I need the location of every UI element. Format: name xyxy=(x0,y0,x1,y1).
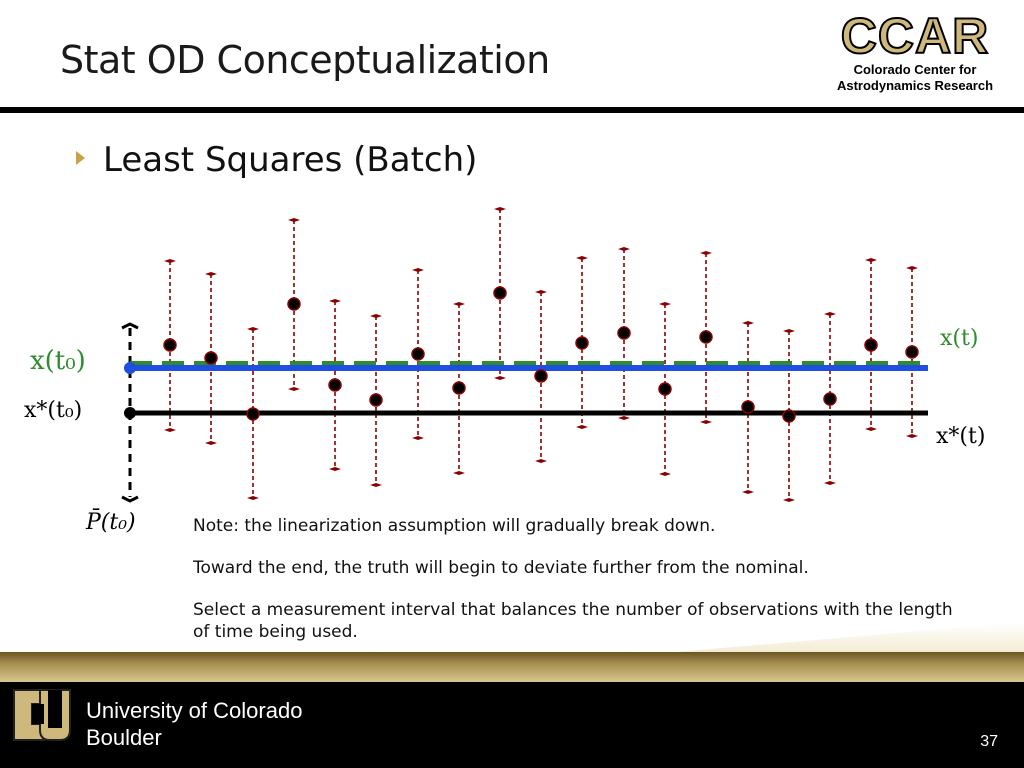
university-name: University of Colorado Boulder xyxy=(86,697,302,751)
measurement-point-11 xyxy=(575,336,589,350)
error-bar-bottom-cap-4 xyxy=(288,387,300,391)
measurement-points xyxy=(163,286,919,423)
measurement-point-19 xyxy=(905,345,919,359)
bullet-item: Least Squares (Batch) xyxy=(76,140,477,180)
page-number: 37 xyxy=(980,733,998,750)
batch-diagram xyxy=(121,207,928,503)
ccar-logo-text: CCAR xyxy=(840,8,990,64)
note-deviation: Toward the end, the truth will begin to … xyxy=(193,558,809,578)
measurement-point-7 xyxy=(411,347,425,361)
notes-block: Note: the linearization assumption will … xyxy=(193,515,973,663)
error-bar-bottom-cap-8 xyxy=(453,471,465,475)
error-bar-top-cap-14 xyxy=(700,251,712,255)
ccar-subtitle-line2: Astrodynamics Research xyxy=(836,78,994,93)
error-bar-bottom-cap-5 xyxy=(329,467,341,471)
title-divider xyxy=(0,107,1024,113)
measurement-point-2 xyxy=(204,351,218,365)
measurement-point-16 xyxy=(782,409,796,423)
error-bar-bottom-cap-16 xyxy=(783,498,795,502)
measurement-point-14 xyxy=(699,330,713,344)
error-bar-bottom-cap-10 xyxy=(535,459,547,463)
error-bar-top-cap-10 xyxy=(535,290,547,294)
error-bar-top-cap-9 xyxy=(494,207,506,211)
error-bar-top-cap-12 xyxy=(618,247,630,251)
error-bar-bottom-cap-12 xyxy=(618,416,630,420)
error-bar-top-cap-3 xyxy=(247,327,259,331)
measurement-point-13 xyxy=(658,382,672,396)
measurement-point-3 xyxy=(246,407,260,421)
measurement-point-6 xyxy=(369,393,383,407)
nominal-start-point xyxy=(124,407,136,419)
university-line1: University of Colorado xyxy=(86,698,303,723)
error-bar-bottom-cap-15 xyxy=(742,490,754,494)
bullet-arrow-icon xyxy=(76,150,85,165)
measurement-point-8 xyxy=(452,381,466,395)
error-bar-bottom-cap-9 xyxy=(494,376,506,380)
error-bar-top-cap-4 xyxy=(288,218,300,222)
measurement-point-18 xyxy=(864,338,878,352)
note-interval: Select a measurement interval that balan… xyxy=(193,600,953,642)
measurement-point-15 xyxy=(741,400,755,414)
measurement-point-9 xyxy=(493,286,507,300)
ccar-logo: CCAR Colorado Center for Astrodynamics R… xyxy=(820,8,1010,94)
label-xstar-t: x*(t) xyxy=(936,424,986,449)
label-xstar-t0: x*(t₀) xyxy=(24,398,83,423)
error-bar-top-cap-18 xyxy=(865,258,877,262)
error-bar-bottom-cap-3 xyxy=(247,496,259,500)
error-bars xyxy=(164,207,918,502)
initial-covariance-top-cap xyxy=(121,322,139,330)
error-bar-top-cap-6 xyxy=(370,314,382,318)
error-bar-top-cap-17 xyxy=(824,312,836,316)
error-bar-bottom-cap-6 xyxy=(370,483,382,487)
label-x-t0: x(t₀) xyxy=(30,346,86,376)
measurement-point-10 xyxy=(534,369,548,383)
label-x-t: x(t) xyxy=(940,326,979,351)
error-bar-bottom-cap-13 xyxy=(659,472,671,476)
error-bar-top-cap-1 xyxy=(164,259,176,263)
error-bar-bottom-cap-19 xyxy=(906,434,918,438)
measurement-point-1 xyxy=(163,338,177,352)
error-bar-bottom-cap-7 xyxy=(412,436,424,440)
note-linearization: Note: the linearization assumption will … xyxy=(193,516,716,536)
error-bar-bottom-cap-1 xyxy=(164,428,176,432)
slide-title: Stat OD Conceptualization xyxy=(60,38,550,82)
error-bar-top-cap-8 xyxy=(453,302,465,306)
error-bar-top-cap-7 xyxy=(412,268,424,272)
error-bar-bottom-cap-11 xyxy=(576,425,588,429)
error-bar-bottom-cap-14 xyxy=(700,420,712,424)
error-bar-top-cap-16 xyxy=(783,329,795,333)
measurement-point-5 xyxy=(328,378,342,392)
bullet-text: Least Squares (Batch) xyxy=(103,140,478,180)
measurement-point-4 xyxy=(287,297,301,311)
measurement-point-12 xyxy=(617,326,631,340)
error-bar-top-cap-15 xyxy=(742,321,754,325)
label-pbar-t0: P̄(t₀) xyxy=(86,510,136,535)
error-bar-top-cap-5 xyxy=(329,299,341,303)
error-bar-bottom-cap-18 xyxy=(865,427,877,431)
ccar-subtitle-line1: Colorado Center for xyxy=(853,62,977,77)
initial-covariance-bottom-cap xyxy=(121,495,139,503)
error-bar-top-cap-13 xyxy=(659,302,671,306)
cu-logo-icon xyxy=(13,689,71,741)
measurement-point-17 xyxy=(823,392,837,406)
error-bar-top-cap-2 xyxy=(205,272,217,276)
footer-gold-stripe xyxy=(0,652,1024,682)
university-line2: Boulder xyxy=(86,725,162,750)
truth-start-point xyxy=(124,362,136,374)
error-bar-top-cap-19 xyxy=(906,266,918,270)
error-bar-bottom-cap-2 xyxy=(205,441,217,445)
error-bar-top-cap-11 xyxy=(576,256,588,260)
error-bar-bottom-cap-17 xyxy=(824,481,836,485)
